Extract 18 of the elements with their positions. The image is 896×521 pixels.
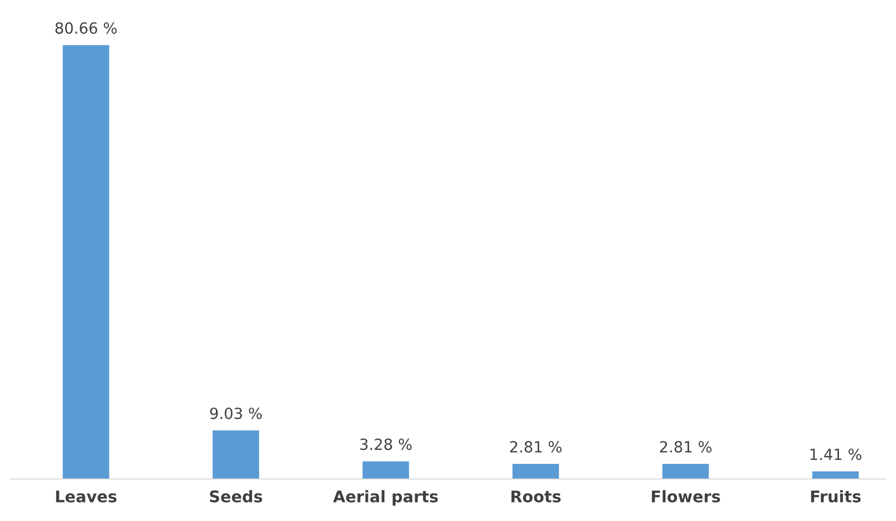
x-tick-label: Aerial parts	[333, 490, 438, 506]
data-label: 9.03 %	[210, 408, 262, 420]
bar	[212, 430, 260, 479]
data-label: 80.66 %	[55, 22, 117, 34]
data-label: 3.28 %	[360, 438, 412, 450]
bar	[362, 461, 410, 479]
bar	[812, 471, 859, 479]
data-label: 1.41 %	[810, 448, 862, 460]
data-label: 2.81 %	[510, 441, 562, 453]
bar	[512, 464, 559, 479]
x-tick-label: Leaves	[56, 490, 116, 502]
bar	[62, 45, 110, 479]
x-tick-label: Fruits	[811, 490, 861, 502]
bar	[662, 464, 709, 479]
x-tick-label: Seeds	[210, 490, 262, 502]
data-label: 2.81 %	[660, 441, 712, 453]
x-tick-label: Flowers	[652, 490, 720, 502]
x-tick-label: Roots	[511, 490, 561, 502]
